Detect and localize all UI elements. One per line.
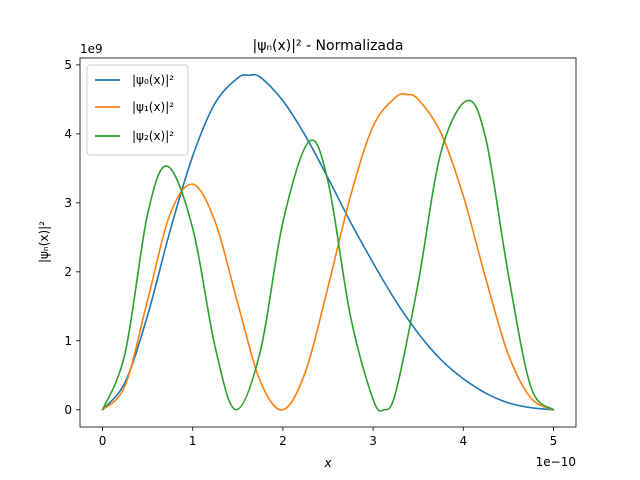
series-line-psi0 <box>101 73 555 411</box>
series-line-psi1 <box>101 93 555 411</box>
x-tick-label: 2 <box>279 434 287 448</box>
x-tick-label: 0 <box>99 434 107 448</box>
chart-title: |ψₙ(x)|² - Normalizada <box>253 38 404 54</box>
legend-label-psi1: |ψ₁(x)|² <box>132 100 174 114</box>
x-axis-label: x <box>323 456 332 470</box>
x-tick-label: 3 <box>369 434 377 448</box>
y-tick-label: 3 <box>64 196 72 210</box>
y-offset-label: 1e9 <box>80 42 103 56</box>
x-tick-label: 1 <box>189 434 197 448</box>
axes-frame <box>79 57 577 428</box>
x-tick-label: 4 <box>459 434 467 448</box>
y-axis: 0 1 2 3 4 5 <box>64 58 80 417</box>
legend-label-psi2: |ψ₂(x)|² <box>132 129 174 143</box>
y-axis-label: |ψₙ(x)|² <box>37 221 51 263</box>
x-offset-label: 1e−10 <box>536 455 576 469</box>
y-tick-label: 2 <box>64 265 72 279</box>
y-tick-label: 0 <box>64 403 72 417</box>
y-tick-label: 4 <box>64 127 72 141</box>
legend-box <box>86 64 189 156</box>
legend-label-psi0: |ψ₀(x)|² <box>132 73 174 87</box>
series-layer <box>101 73 555 412</box>
legend: |ψ₀(x)|² |ψ₁(x)|² |ψ₂(x)|² <box>86 64 189 156</box>
x-tick-label: 5 <box>550 434 558 448</box>
series-line-psi2 <box>101 99 555 412</box>
x-axis: 0 1 2 3 4 5 <box>99 427 558 448</box>
y-tick-label: 5 <box>64 58 72 72</box>
y-tick-label: 1 <box>64 334 72 348</box>
